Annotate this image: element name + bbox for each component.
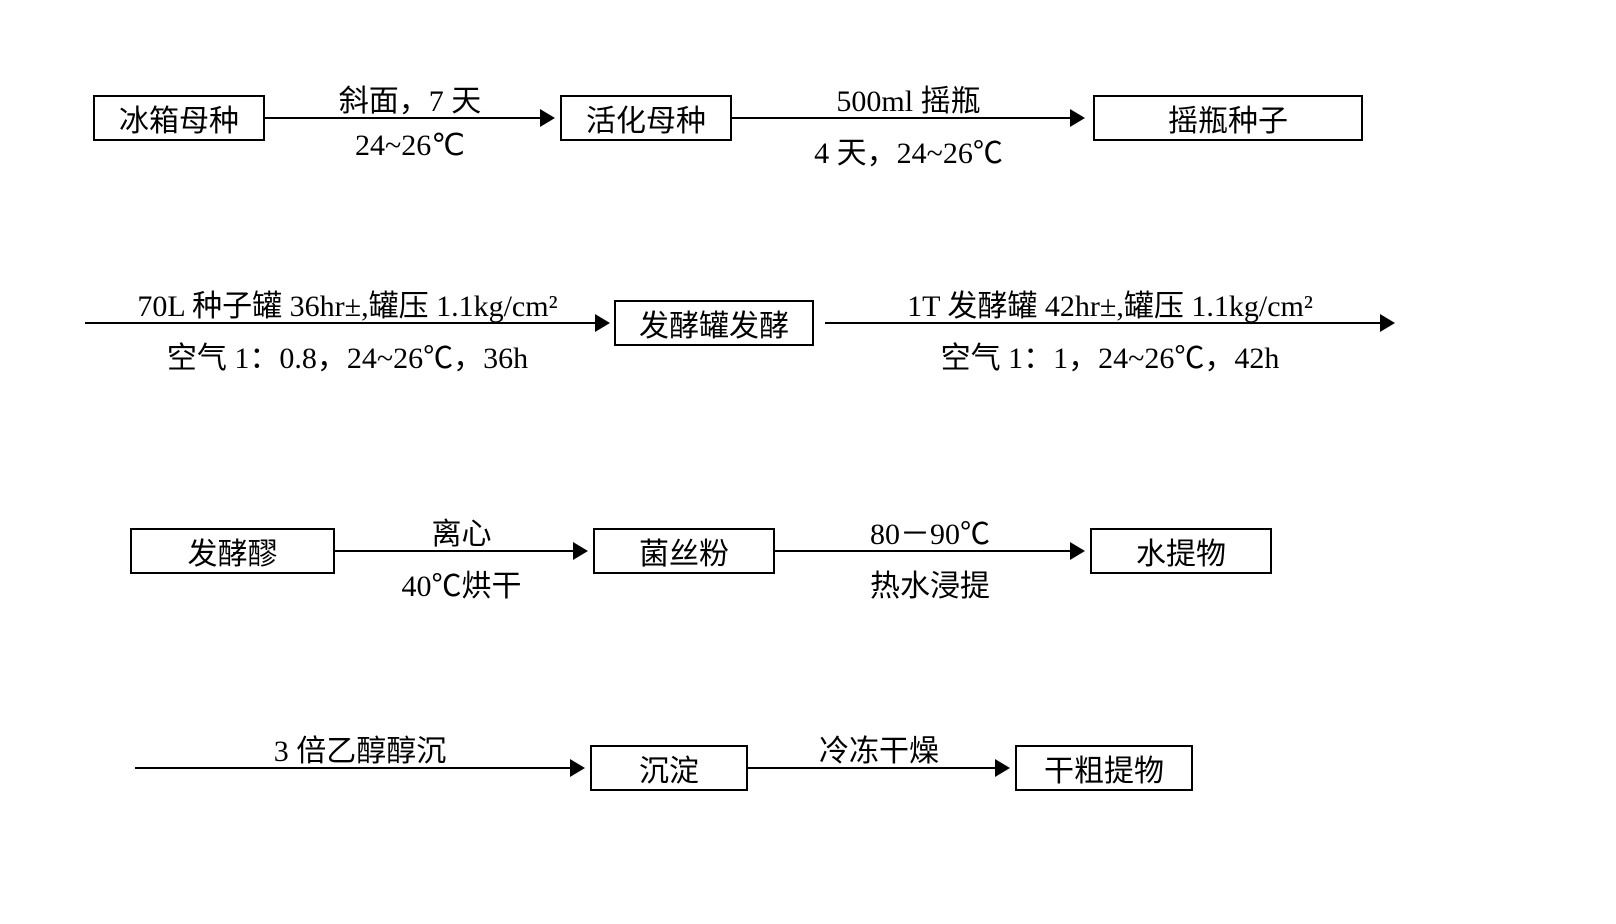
box-flask-seed: 摇瓶种子: [1093, 95, 1363, 141]
box-dry-crude-extract: 干粗提物: [1015, 745, 1193, 791]
box-label: 发酵罐发酵: [639, 301, 789, 345]
box-label: 沉淀: [639, 746, 699, 790]
arrow-top-label: 500ml 摇瓶: [732, 76, 1085, 120]
arrow-bottom-label: 24~26℃: [265, 128, 555, 163]
diagram-canvas: 冰箱母种 活化母种 摇瓶种子 发酵罐发酵 发酵醪 菌丝粉 水提物 沉淀 干粗提物…: [0, 0, 1616, 924]
box-activated-seed: 活化母种: [560, 95, 732, 141]
arrow-top-label: 3 倍乙醇醇沉: [135, 726, 585, 770]
box-fridge-seed: 冰箱母种: [93, 95, 265, 141]
arrow-bottom-label: 4 天，24~26℃: [732, 128, 1085, 172]
arrow-top-label: 1T 发酵罐 42hr±,罐压 1.1kg/cm²: [825, 281, 1395, 325]
arrow-bottom-label: 40℃烘干: [335, 561, 588, 605]
arrow-top-label: 离心: [335, 509, 588, 553]
box-fermentation-tank: 发酵罐发酵: [614, 300, 814, 346]
arrow-bottom-label: 热水浸提: [775, 561, 1085, 605]
box-label: 冰箱母种: [119, 96, 239, 140]
arrow-top-label: 80－90℃: [775, 509, 1085, 553]
arrow-bottom-label: 空气 1：1，24~26℃，42h: [825, 333, 1395, 377]
box-label: 摇瓶种子: [1168, 96, 1288, 140]
box-label: 菌丝粉: [639, 529, 729, 573]
box-precipitate: 沉淀: [590, 745, 748, 791]
box-label: 水提物: [1136, 529, 1226, 573]
arrow-top-label: 斜面，7 天: [265, 76, 555, 120]
box-label: 活化母种: [586, 96, 706, 140]
box-label: 发酵醪: [188, 529, 278, 573]
arrow-top-label: 冷冻干燥: [748, 726, 1010, 770]
arrow-bottom-label: 空气 1：0.8，24~26℃，36h: [85, 333, 610, 377]
arrow-top-label: 70L 种子罐 36hr±,罐压 1.1kg/cm²: [85, 281, 610, 325]
box-label: 干粗提物: [1044, 746, 1164, 790]
box-water-extract: 水提物: [1090, 528, 1272, 574]
box-fermented-mash: 发酵醪: [130, 528, 335, 574]
box-mycelium-powder: 菌丝粉: [593, 528, 775, 574]
